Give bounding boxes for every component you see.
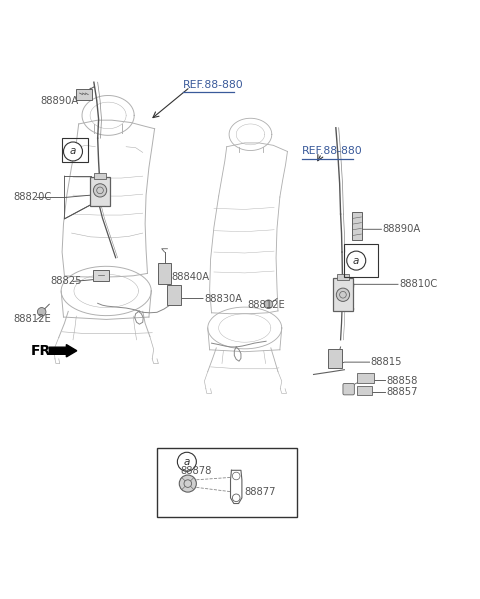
FancyBboxPatch shape <box>93 270 109 280</box>
FancyBboxPatch shape <box>76 89 93 100</box>
FancyBboxPatch shape <box>352 211 362 240</box>
Text: 88878: 88878 <box>180 466 212 476</box>
Text: 88815: 88815 <box>371 357 402 367</box>
Circle shape <box>264 300 273 308</box>
Text: 88812E: 88812E <box>247 300 285 310</box>
FancyBboxPatch shape <box>167 285 181 305</box>
FancyArrow shape <box>49 344 77 357</box>
FancyBboxPatch shape <box>157 447 297 517</box>
Circle shape <box>178 452 196 471</box>
Text: 88840A: 88840A <box>171 272 209 282</box>
FancyBboxPatch shape <box>158 263 171 284</box>
FancyBboxPatch shape <box>337 274 348 280</box>
Text: 88890A: 88890A <box>41 96 79 106</box>
FancyBboxPatch shape <box>357 386 372 395</box>
Text: a: a <box>184 457 190 467</box>
Text: a: a <box>353 256 360 265</box>
Circle shape <box>347 251 366 270</box>
Circle shape <box>63 142 83 161</box>
Text: 88825: 88825 <box>50 277 82 286</box>
FancyBboxPatch shape <box>328 349 342 368</box>
Text: a: a <box>184 457 190 467</box>
FancyBboxPatch shape <box>90 177 110 206</box>
FancyBboxPatch shape <box>95 173 106 179</box>
Text: FR.: FR. <box>30 344 56 358</box>
Circle shape <box>94 184 107 197</box>
Circle shape <box>178 452 196 471</box>
Circle shape <box>179 475 196 492</box>
Text: 88858: 88858 <box>386 376 418 386</box>
Text: 88830A: 88830A <box>204 294 242 304</box>
Circle shape <box>336 288 349 301</box>
Text: 88812E: 88812E <box>13 314 51 325</box>
Text: 88820C: 88820C <box>13 192 51 202</box>
Text: 88877: 88877 <box>245 486 276 497</box>
Text: 88810C: 88810C <box>399 279 437 289</box>
Text: a: a <box>70 147 76 156</box>
Circle shape <box>37 307 46 316</box>
FancyBboxPatch shape <box>357 373 374 383</box>
Text: 88857: 88857 <box>386 388 418 398</box>
Text: 88890A: 88890A <box>383 224 420 234</box>
Text: REF.88-880: REF.88-880 <box>301 147 362 156</box>
FancyBboxPatch shape <box>333 278 353 311</box>
FancyBboxPatch shape <box>343 383 354 395</box>
Text: REF.88-880: REF.88-880 <box>183 80 244 90</box>
